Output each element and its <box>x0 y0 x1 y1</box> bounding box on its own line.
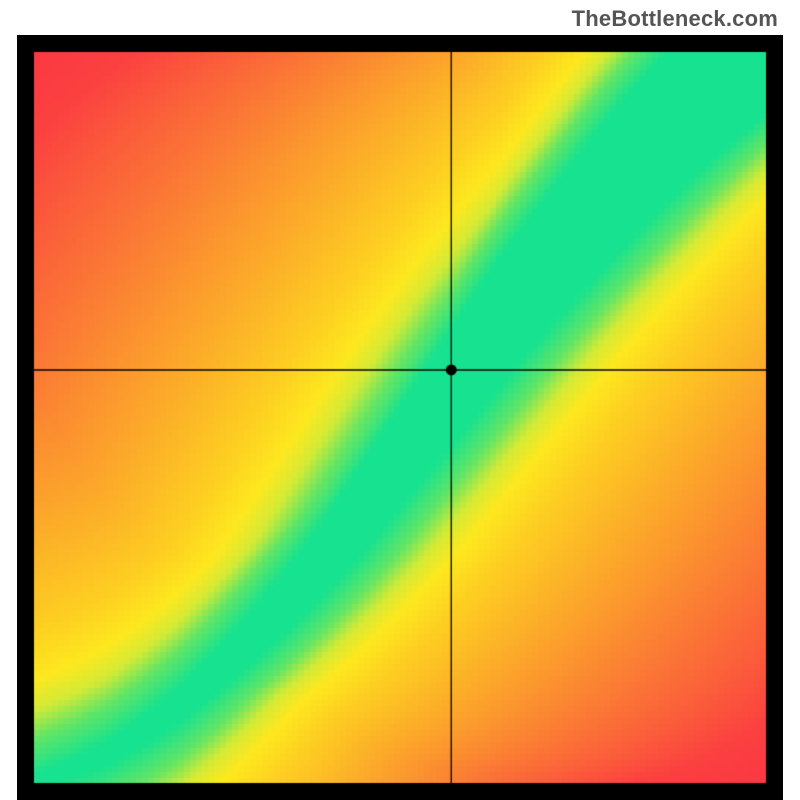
attribution-text: TheBottleneck.com <box>572 6 778 32</box>
chart-wrapper: TheBottleneck.com <box>0 0 800 800</box>
heatmap-canvas <box>17 35 783 800</box>
chart-frame <box>17 35 783 800</box>
